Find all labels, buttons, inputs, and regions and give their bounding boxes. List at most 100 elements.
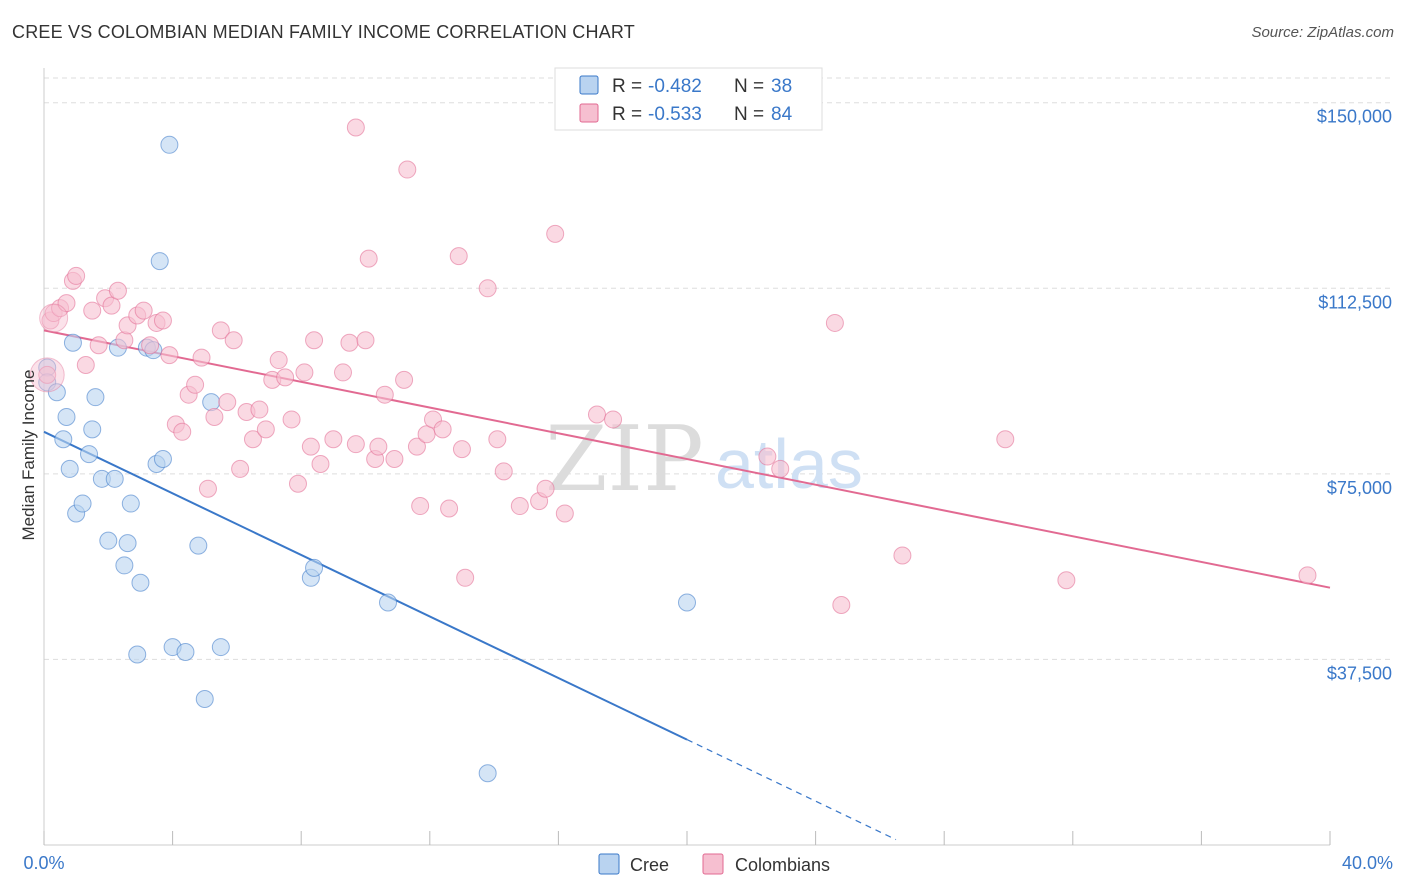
point-cree xyxy=(86,388,105,407)
point-colombians xyxy=(369,437,388,456)
point-colombians xyxy=(440,499,459,518)
point-colombians xyxy=(825,313,844,332)
point-cree xyxy=(379,593,398,612)
legend-box: R = -0.482 N = 38 R = -0.533 N = 84 xyxy=(554,67,823,131)
y-tick-label: $112,500 xyxy=(1318,292,1392,312)
point-colombians xyxy=(57,294,76,313)
point-cree xyxy=(57,407,76,426)
point-colombians xyxy=(288,474,307,493)
grid-lines xyxy=(44,77,1392,660)
point-cree xyxy=(73,494,92,513)
point-colombians xyxy=(115,331,134,350)
point-cree xyxy=(160,135,179,154)
point-colombians xyxy=(510,497,529,516)
point-cree xyxy=(189,536,208,555)
legend-r-label-cree: R = xyxy=(612,76,642,97)
watermark-atlas: atlas xyxy=(715,425,863,503)
point-colombians-cluster xyxy=(29,357,65,393)
point-colombians xyxy=(305,331,324,350)
point-colombians xyxy=(67,266,86,285)
trend-line-cree xyxy=(43,430,688,741)
point-cree xyxy=(83,420,102,439)
point-cree xyxy=(115,556,134,575)
point-colombians xyxy=(546,224,565,243)
trend-lines xyxy=(43,329,1331,841)
legend-n-value-colombians: 84 xyxy=(771,104,793,125)
point-colombians xyxy=(433,420,452,439)
point-cree xyxy=(128,645,147,664)
point-colombians xyxy=(1298,566,1317,585)
point-colombians xyxy=(250,400,269,419)
x-tick-label-min: 0.0% xyxy=(23,853,64,873)
point-cree xyxy=(150,252,169,271)
legend-n-value-cree: 38 xyxy=(771,76,792,97)
point-cree xyxy=(478,764,497,783)
point-colombians xyxy=(186,375,205,394)
bottom-legend-swatch-colombians xyxy=(702,853,724,875)
point-colombians xyxy=(102,296,121,315)
point-colombians xyxy=(555,504,574,523)
point-colombians xyxy=(1057,571,1076,590)
point-colombians xyxy=(324,430,343,449)
point-colombians xyxy=(893,546,912,565)
point-colombians xyxy=(269,351,288,370)
point-colombians xyxy=(452,440,471,459)
point-colombians xyxy=(996,430,1015,449)
point-colombians xyxy=(256,420,275,439)
legend-swatch-cree xyxy=(579,75,599,95)
point-colombians xyxy=(488,430,507,449)
legend-r-value-cree: -0.482 xyxy=(648,76,702,97)
data-points xyxy=(29,118,1317,783)
point-colombians xyxy=(205,407,224,426)
legend-swatch-colombians xyxy=(579,103,599,123)
chart-title: CREE VS COLOMBIAN MEDIAN FAMILY INCOME C… xyxy=(12,22,635,42)
point-colombians xyxy=(456,568,475,587)
point-colombians xyxy=(38,365,57,384)
trend-extension-cree xyxy=(686,739,897,841)
y-tick-label: $150,000 xyxy=(1317,107,1392,127)
point-colombians xyxy=(295,363,314,382)
axes xyxy=(43,68,1331,846)
point-colombians xyxy=(449,247,468,266)
point-colombians xyxy=(356,331,375,350)
point-colombians xyxy=(243,430,262,449)
legend-frame xyxy=(554,67,823,131)
point-colombians xyxy=(478,279,497,298)
bottom-legend-label-colombians: Colombians xyxy=(735,855,830,875)
point-cree xyxy=(63,333,82,352)
y-axis-title: Median Family Income xyxy=(19,369,38,540)
point-cree xyxy=(47,383,66,402)
point-colombians xyxy=(411,497,430,516)
point-colombians-cluster xyxy=(39,303,69,333)
point-colombians xyxy=(211,321,230,340)
point-colombians xyxy=(417,425,436,444)
point-colombians xyxy=(160,346,179,365)
point-colombians xyxy=(224,331,243,350)
point-colombians xyxy=(173,422,192,441)
watermark-zip: ZIP xyxy=(545,407,704,512)
point-colombians xyxy=(311,454,330,473)
point-colombians xyxy=(604,410,623,429)
point-cree xyxy=(80,445,99,464)
point-cree xyxy=(118,534,137,553)
legend-n-label-cree: N = xyxy=(734,76,764,97)
point-colombians xyxy=(771,459,790,478)
point-cree xyxy=(131,573,150,592)
point-colombians xyxy=(134,301,153,320)
point-colombians xyxy=(218,393,237,412)
point-colombians xyxy=(83,301,102,320)
source-label: Source: ZipAtlas.com xyxy=(1251,24,1394,41)
point-cree xyxy=(202,393,221,412)
point-cree xyxy=(153,450,172,469)
point-colombians xyxy=(333,363,352,382)
trend-line-colombians xyxy=(43,329,1331,589)
point-colombians xyxy=(832,596,851,615)
point-colombians xyxy=(153,311,172,330)
x-tick-label-max: 40.0% xyxy=(1342,853,1393,873)
bottom-legend-swatch-cree xyxy=(598,853,620,875)
legend-r-label-colombians: R = xyxy=(612,104,642,125)
point-colombians xyxy=(108,281,127,300)
watermark: ZIP atlas xyxy=(545,407,863,512)
point-cree xyxy=(99,531,118,550)
